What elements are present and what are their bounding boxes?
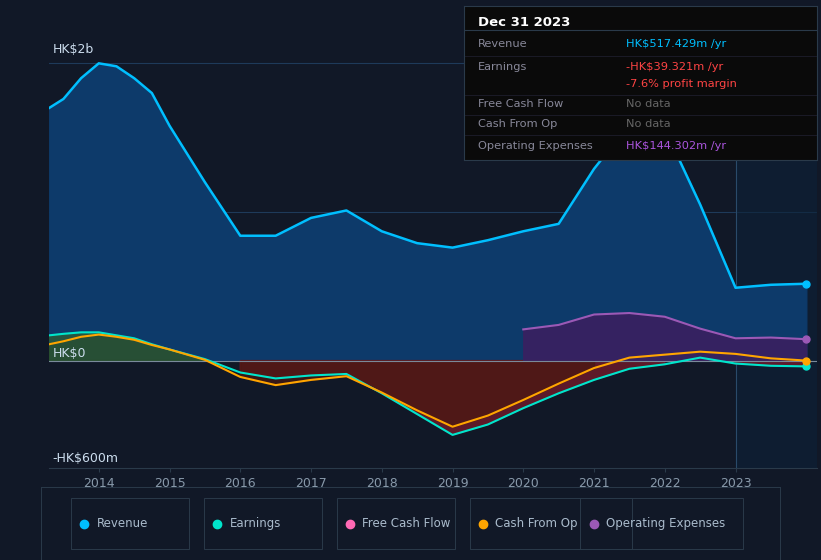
- Text: Cash From Op: Cash From Op: [496, 517, 578, 530]
- Text: Free Cash Flow: Free Cash Flow: [363, 517, 451, 530]
- Text: -HK$39.321m /yr: -HK$39.321m /yr: [626, 62, 723, 72]
- Text: HK$2b: HK$2b: [53, 43, 94, 56]
- Text: HK$0: HK$0: [53, 347, 86, 360]
- Text: Earnings: Earnings: [230, 517, 281, 530]
- Text: Cash From Op: Cash From Op: [478, 119, 557, 129]
- Text: Free Cash Flow: Free Cash Flow: [478, 99, 563, 109]
- Text: HK$517.429m /yr: HK$517.429m /yr: [626, 39, 727, 49]
- Text: Operating Expenses: Operating Expenses: [606, 517, 726, 530]
- Text: -HK$600m: -HK$600m: [53, 451, 119, 465]
- Text: Revenue: Revenue: [97, 517, 148, 530]
- Text: HK$144.302m /yr: HK$144.302m /yr: [626, 141, 727, 151]
- Text: No data: No data: [626, 119, 671, 129]
- Text: Earnings: Earnings: [478, 62, 527, 72]
- Bar: [736, 34, 817, 468]
- Text: Operating Expenses: Operating Expenses: [478, 141, 593, 151]
- Text: Revenue: Revenue: [478, 39, 528, 49]
- Text: No data: No data: [626, 99, 671, 109]
- Text: Dec 31 2023: Dec 31 2023: [478, 16, 571, 29]
- Text: -7.6% profit margin: -7.6% profit margin: [626, 79, 737, 89]
